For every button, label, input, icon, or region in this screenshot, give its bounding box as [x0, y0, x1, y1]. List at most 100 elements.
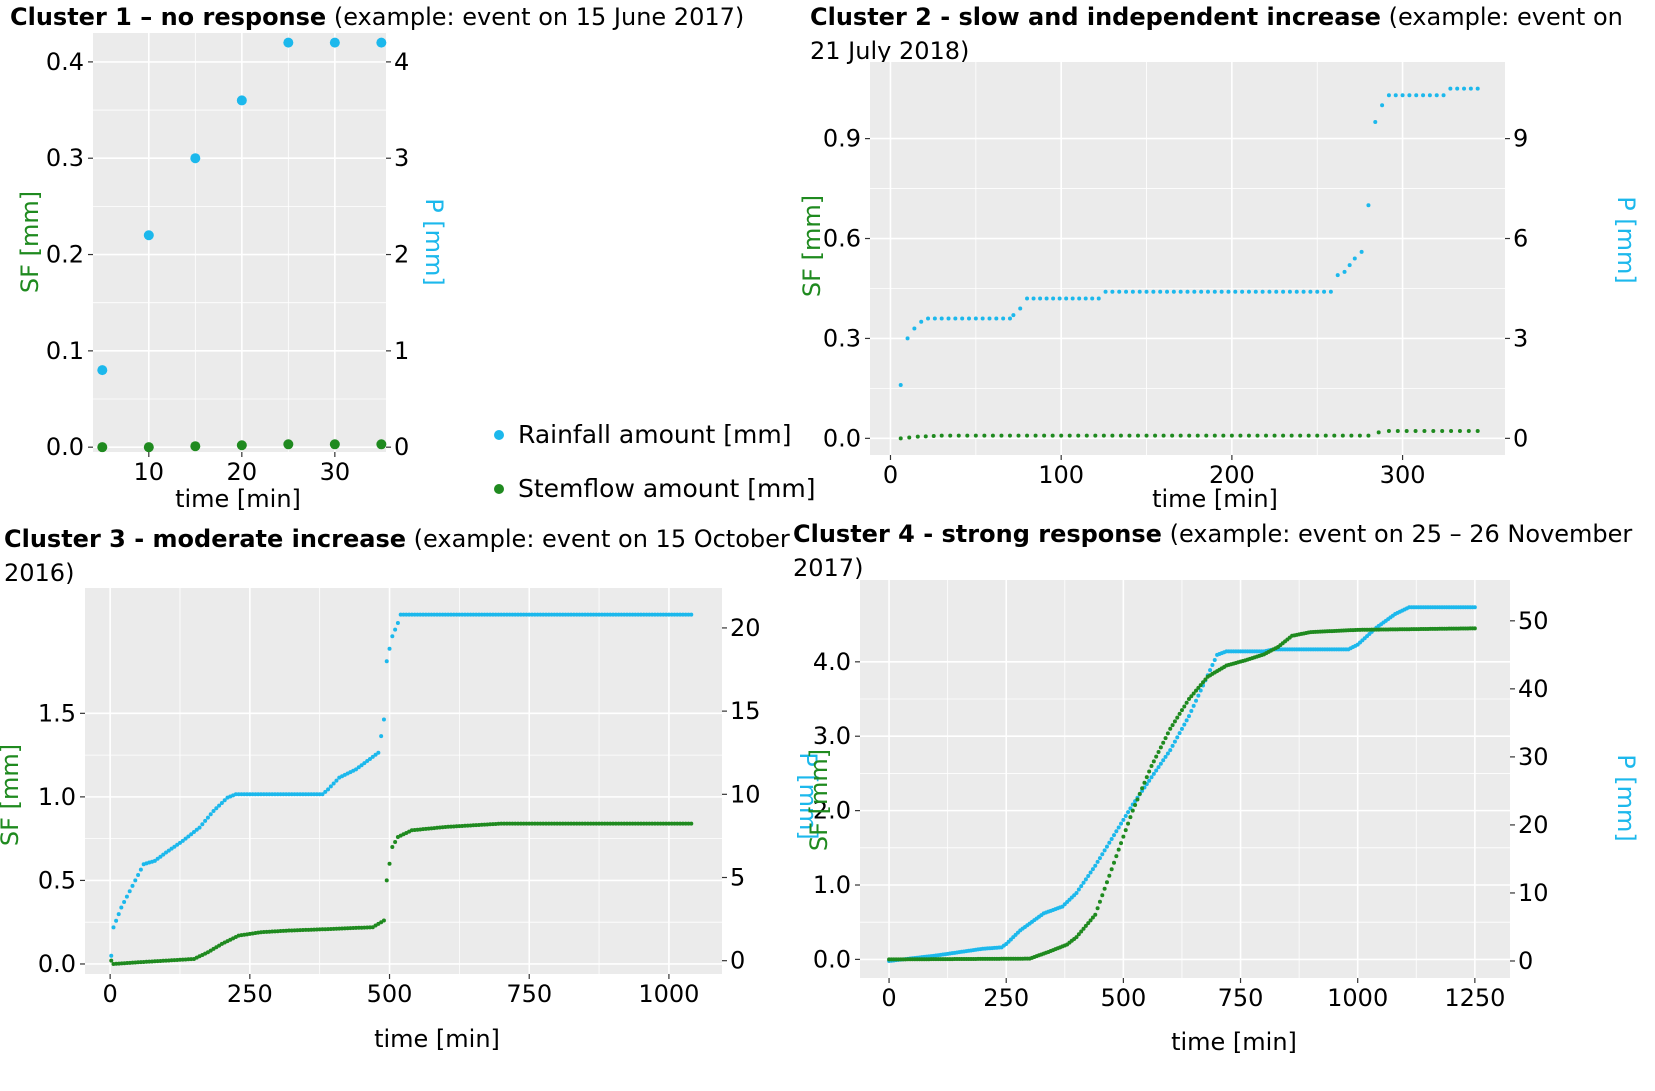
c2-stemflow-point — [999, 433, 1004, 438]
c2-rainfall-point — [1226, 289, 1231, 294]
c3-x-axis-title: time [min] — [374, 1025, 500, 1053]
c2-rainfall-point — [1031, 296, 1036, 301]
c3-rainfall-point — [289, 792, 294, 797]
c3-stemflow-point — [298, 928, 303, 933]
c3-rainfall-point — [158, 854, 163, 859]
c2-y-tick-label: 0.0 — [823, 424, 861, 452]
c4-y-tick-label: 4.0 — [813, 648, 851, 676]
c3-y2-tick-label: 15 — [730, 697, 761, 725]
c4-stemflow-point — [1109, 867, 1114, 872]
c4-y2-axis-title: P [mm] — [1612, 754, 1640, 842]
c3-stemflow-point — [641, 821, 646, 826]
c3-rainfall-point — [354, 767, 359, 772]
c2-rainfall-point — [1018, 306, 1023, 311]
c3-rainfall-point — [373, 752, 378, 757]
c4-stemflow-point — [1158, 745, 1163, 750]
c2-stemflow-point — [1059, 433, 1064, 438]
c3-rainfall-point — [278, 792, 283, 797]
c3-rainfall-point — [261, 792, 266, 797]
c3-rainfall-point — [680, 612, 685, 617]
c4-stemflow-point — [1119, 841, 1124, 846]
c1-x-tick-label: 10 — [134, 458, 165, 486]
c4-stemflow-point — [1154, 754, 1159, 759]
c2-stemflow-point — [898, 436, 903, 441]
c2-rainfall-point — [905, 336, 910, 341]
c4-rainfall-point — [1119, 821, 1124, 826]
c3-rainfall-point — [219, 800, 224, 805]
c4-stemflow-point — [1149, 763, 1154, 768]
c2-rainfall-point — [1199, 289, 1204, 294]
c3-rainfall-point — [622, 612, 627, 617]
c4-stemflow-point — [1081, 926, 1086, 931]
c2-stemflow-point — [973, 433, 978, 438]
c3-rainfall-point — [496, 612, 501, 617]
c3-rainfall-point — [314, 792, 319, 797]
c2-rainfall-point — [1158, 289, 1163, 294]
c2-y2-tick-label: 6 — [1513, 225, 1528, 253]
panel-2-title-cont: 21 July 2018) — [810, 37, 970, 65]
c3-stemflow-point — [532, 821, 537, 826]
c3-rainfall-point — [152, 858, 157, 863]
c3-rainfall-point — [309, 792, 314, 797]
c2-stemflow-point — [1298, 433, 1303, 438]
c2-rainfall-point — [1441, 93, 1446, 98]
c3-stemflow-point — [594, 821, 599, 826]
c3-stemflow-point — [602, 821, 607, 826]
c3-stemflow-point — [605, 821, 610, 826]
c4-stemflow-point — [1196, 685, 1201, 690]
c4-y2-tick-label: 20 — [1518, 811, 1549, 839]
c4-stemflow-point — [1172, 719, 1177, 724]
c2-stemflow-point — [1238, 433, 1243, 438]
panel-2-title-rest: (example: event on — [1380, 3, 1623, 31]
c4-stemflow-point — [1191, 691, 1196, 696]
c3-stemflow-point — [552, 821, 557, 826]
c2-y-tick-label: 0.9 — [823, 125, 861, 153]
c1-y-tick-label: 0.3 — [46, 144, 84, 172]
c1-rainfall-point — [143, 230, 154, 241]
c3-y2-axis-title: P [mm] — [794, 752, 822, 840]
c4-rainfall-point — [1104, 844, 1109, 849]
c2-stemflow-point — [990, 433, 995, 438]
c3-rainfall-point — [326, 787, 331, 792]
c3-rainfall-point — [499, 612, 504, 617]
c2-stemflow-point — [1449, 429, 1454, 434]
c3-rainfall-point — [594, 612, 599, 617]
c3-rainfall-point — [130, 883, 135, 888]
c3-rainfall-point — [669, 612, 674, 617]
c3-rainfall-point — [415, 612, 420, 617]
c4-rainfall-point — [1090, 867, 1095, 872]
c3-rainfall-point — [482, 612, 487, 617]
c4-rainfall-point — [1086, 873, 1091, 878]
c2-rainfall-point — [1386, 93, 1391, 98]
c3-rainfall-point — [535, 612, 540, 617]
c2-stemflow-point — [1349, 433, 1354, 438]
c2-stemflow-point — [1332, 433, 1337, 438]
c3-stemflow-point — [513, 821, 518, 826]
c1-rainfall-point — [97, 365, 108, 376]
c4-stemflow-point — [1144, 775, 1149, 780]
c4-rainfall-point — [1112, 833, 1117, 838]
c2-rainfall-point — [1137, 289, 1142, 294]
c2-stemflow-point — [1255, 433, 1260, 438]
c4-stemflow-point — [1114, 854, 1119, 859]
c3-rainfall-point — [172, 844, 177, 849]
c3-rainfall-point — [214, 806, 219, 811]
c3-rainfall-point — [286, 792, 291, 797]
c3-stemflow-point — [543, 821, 548, 826]
c3-stemflow-point — [571, 821, 576, 826]
c3-stemflow-point — [516, 821, 521, 826]
c4-stemflow-point — [1086, 921, 1091, 926]
c3-rainfall-point — [387, 646, 392, 651]
c3-rainfall-point — [398, 612, 403, 617]
c4-stemflow-point — [1147, 769, 1152, 774]
c3-rainfall-point — [253, 792, 258, 797]
c3-stemflow-point — [599, 821, 604, 826]
c4-stemflow-point — [1182, 704, 1187, 709]
c2-stemflow-point — [1315, 433, 1320, 438]
c3-rainfall-point — [493, 612, 498, 617]
c2-rainfall-point — [1414, 93, 1419, 98]
c3-rainfall-point — [652, 612, 657, 617]
c1-x-tick-label: 30 — [320, 458, 351, 486]
c3-stemflow-point — [683, 821, 688, 826]
